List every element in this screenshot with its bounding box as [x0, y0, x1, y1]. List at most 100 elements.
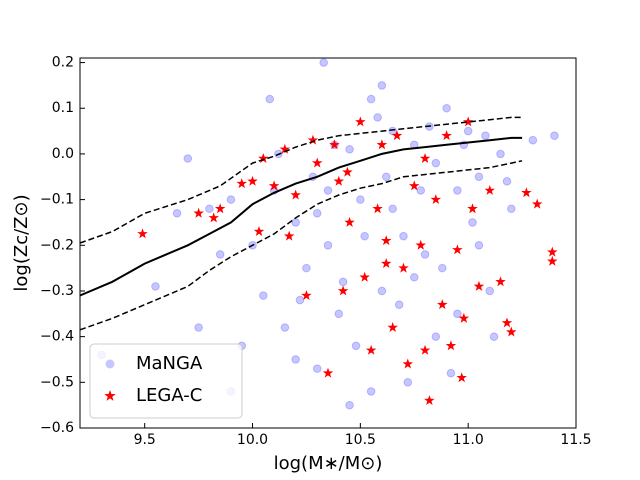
star-point	[365, 344, 377, 355]
point	[356, 195, 365, 204]
star-point	[307, 134, 319, 145]
y-tick-label: −0.3	[40, 283, 74, 299]
star-point	[193, 207, 204, 218]
star-point	[547, 255, 558, 266]
point	[377, 81, 387, 90]
star-point	[398, 262, 409, 273]
star-point	[258, 152, 269, 163]
star-point	[301, 290, 312, 300]
star-point	[322, 367, 334, 378]
y-tick-label: 0.1	[52, 100, 74, 116]
point	[319, 58, 328, 67]
point	[215, 250, 225, 259]
star-point	[430, 194, 442, 205]
point	[226, 195, 236, 204]
trend-line	[79, 160, 523, 331]
star-point	[467, 203, 478, 214]
point	[431, 332, 441, 341]
x-tick-label: 9.5	[134, 432, 156, 448]
star-point	[279, 143, 291, 154]
star-point	[333, 175, 345, 186]
point	[485, 286, 495, 296]
legend-label: MaNGA	[136, 353, 203, 374]
point	[291, 218, 300, 227]
x-tick-label: 11.5	[560, 432, 591, 448]
y-tick-label: −0.1	[40, 192, 74, 208]
star-point	[424, 395, 435, 406]
star-point	[208, 212, 219, 223]
star-point	[419, 344, 431, 355]
point	[474, 240, 484, 250]
x-tick-label: 11.0	[453, 432, 484, 448]
star-point	[506, 326, 517, 337]
point	[446, 368, 456, 378]
y-tick-label: −0.6	[40, 420, 74, 436]
point	[381, 172, 391, 182]
point	[345, 400, 354, 410]
trend-line	[79, 136, 523, 297]
star-point	[311, 157, 323, 168]
x-tick-label: 10.5	[345, 432, 376, 448]
plot-frame	[79, 57, 577, 429]
x-tick-label: 10.0	[237, 432, 268, 448]
point	[502, 177, 512, 186]
star-point	[521, 187, 532, 198]
point	[550, 131, 559, 140]
y-tick-label: −0.2	[40, 237, 74, 253]
star-point	[372, 203, 383, 214]
point	[312, 209, 322, 218]
star-point	[456, 372, 467, 383]
y-tick-label: −0.5	[40, 374, 74, 390]
point	[403, 378, 413, 387]
point	[366, 94, 376, 104]
star-point	[415, 239, 426, 250]
x-axis-label: log(M∗/M⊙)	[274, 453, 383, 474]
star-point	[441, 130, 452, 141]
legend-box	[89, 343, 243, 419]
point	[474, 172, 484, 182]
star-point	[381, 258, 392, 269]
star-point	[253, 226, 265, 237]
trend-line	[79, 116, 523, 244]
point	[345, 145, 354, 154]
star-point	[402, 358, 414, 369]
star-point	[445, 340, 457, 351]
point	[388, 204, 397, 214]
point	[442, 103, 451, 113]
point	[323, 186, 333, 195]
point	[388, 126, 397, 136]
legend-marker	[104, 390, 116, 401]
point	[312, 364, 322, 373]
point	[280, 323, 290, 332]
star-point	[484, 184, 495, 195]
y-axis-label: log(Zc/Z⊙)	[11, 194, 32, 291]
star-point	[247, 175, 258, 186]
y-tick-label: 0.0	[52, 146, 74, 162]
point	[528, 135, 538, 145]
point	[366, 387, 376, 396]
point	[302, 263, 311, 273]
point	[409, 272, 419, 282]
star-point	[547, 246, 558, 257]
point	[489, 332, 499, 341]
star-point	[337, 285, 349, 296]
star-point	[391, 130, 403, 141]
point	[431, 158, 441, 168]
point	[399, 231, 408, 241]
point	[394, 300, 404, 309]
star-point	[342, 166, 353, 177]
point	[265, 94, 275, 104]
star-point	[387, 322, 398, 332]
point	[360, 231, 369, 241]
star-point	[359, 271, 370, 282]
point	[453, 309, 462, 319]
point	[259, 291, 268, 300]
point	[481, 131, 490, 140]
point	[295, 295, 305, 305]
star-point	[137, 228, 148, 239]
star-point	[501, 317, 513, 328]
star-point	[381, 235, 392, 246]
star-point	[344, 216, 355, 227]
point	[463, 126, 473, 136]
